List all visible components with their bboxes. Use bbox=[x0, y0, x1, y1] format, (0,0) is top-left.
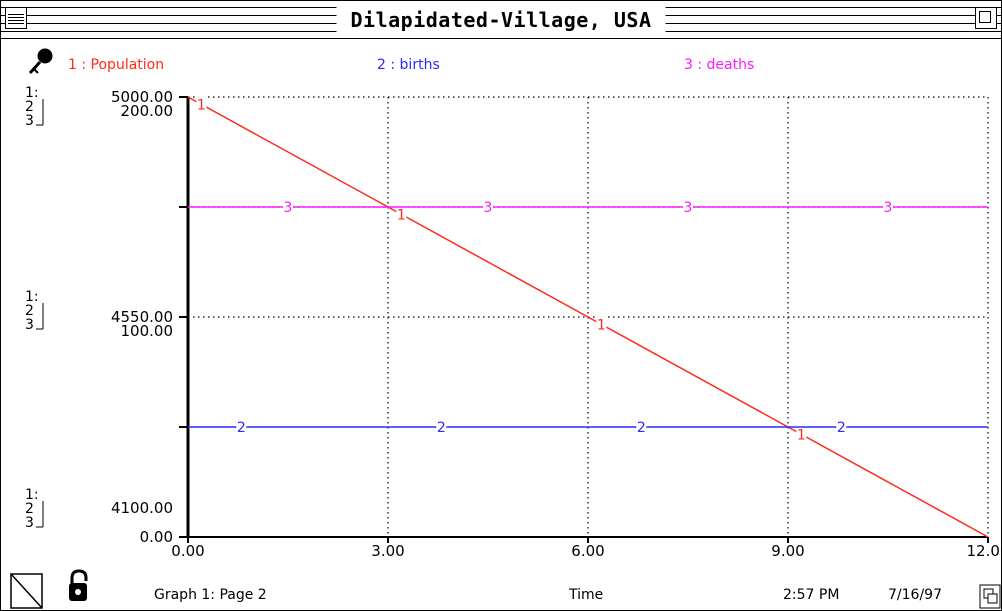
lock-icon[interactable] bbox=[69, 569, 88, 601]
series-marker-bg bbox=[483, 199, 493, 215]
x-tick-label: 9.00 bbox=[771, 542, 804, 560]
x-axis-title: Time bbox=[568, 587, 603, 603]
series-marker-3: 3 bbox=[484, 200, 493, 216]
page-corner-icon[interactable] bbox=[10, 573, 43, 609]
scale-identifier-bottom: 1:23 bbox=[25, 487, 44, 531]
series-marker-2: 2 bbox=[237, 420, 246, 436]
series-marker-1: 1 bbox=[597, 317, 606, 333]
timestamp-date: 7/16/97 bbox=[888, 587, 942, 603]
svg-text:3: 3 bbox=[25, 317, 34, 333]
series-marker-bg bbox=[436, 419, 447, 435]
graph-area: 1 : Population 2 : births 3 : deaths 1:2… bbox=[10, 48, 1001, 609]
close-box-button[interactable] bbox=[5, 7, 27, 29]
series-line-population bbox=[187, 96, 989, 538]
resize-box-icon[interactable] bbox=[979, 584, 1001, 609]
chart-axes bbox=[179, 96, 989, 543]
legend-births: 2 : births bbox=[377, 57, 440, 73]
series-marker-2: 2 bbox=[837, 420, 846, 436]
svg-text:1:: 1: bbox=[25, 487, 39, 503]
footer-bar: Graph 1: Page 2 Time 2:57 PM 7/16/97 bbox=[10, 569, 1001, 609]
series-marker-bg bbox=[396, 206, 407, 223]
series-marker-3: 3 bbox=[284, 200, 293, 216]
svg-text:3: 3 bbox=[25, 515, 34, 531]
svg-text:2: 2 bbox=[25, 303, 34, 319]
series-marker-bg bbox=[196, 96, 207, 113]
series-marker-3: 3 bbox=[684, 200, 693, 216]
x-tick-label: 12.00 bbox=[967, 542, 1001, 560]
y-tick-label-rates: 200.00 bbox=[121, 102, 174, 120]
series-marker-bg bbox=[596, 316, 607, 333]
legend-population: 1 : Population bbox=[68, 57, 164, 73]
series-marker-bg bbox=[836, 419, 847, 435]
series-marker-bg bbox=[236, 419, 247, 435]
scale-identifier-top: 1:23 bbox=[25, 85, 44, 129]
series-marker-2: 2 bbox=[637, 420, 646, 436]
x-tick-label: 6.00 bbox=[571, 542, 604, 560]
page-label: Graph 1: Page 2 bbox=[154, 587, 267, 603]
svg-text:3: 3 bbox=[25, 113, 34, 129]
y-tick-label-population: 4550.00 bbox=[111, 308, 173, 326]
svg-text:2: 2 bbox=[25, 99, 34, 115]
window-title: Dilapidated-Village, USA bbox=[336, 6, 666, 34]
series-marker-1: 1 bbox=[797, 427, 806, 443]
series-marker-bg bbox=[283, 199, 293, 215]
svg-text:1:: 1: bbox=[25, 85, 39, 101]
x-axis-tick-labels: 0.00 3.00 6.00 9.00 12.00 bbox=[171, 542, 1001, 560]
y-tick-label-population: 4100.00 bbox=[111, 499, 173, 517]
zoom-box-button[interactable] bbox=[975, 7, 997, 29]
legend-deaths: 3 : deaths bbox=[684, 57, 754, 73]
series-marker-bg bbox=[796, 426, 807, 443]
chart-series: 1 1 1 1 2 2 2 2 3 3 3 3 bbox=[187, 96, 989, 538]
x-tick-label: 3.00 bbox=[371, 542, 404, 560]
series-marker-1: 1 bbox=[197, 97, 206, 113]
series-marker-2: 2 bbox=[437, 420, 446, 436]
y-tick-label-rates: 0.00 bbox=[140, 528, 173, 546]
svg-text:2: 2 bbox=[25, 501, 34, 517]
series-marker-bg bbox=[683, 199, 693, 215]
key-icon[interactable] bbox=[28, 48, 53, 75]
series-marker-bg bbox=[883, 199, 893, 215]
y-tick-label-rates: 100.00 bbox=[121, 322, 174, 340]
title-bar[interactable]: Dilapidated-Village, USA bbox=[1, 1, 1001, 39]
y-tick-label-population: 5000.00 bbox=[111, 88, 173, 106]
scale-identifier-middle: 1:23 bbox=[25, 289, 44, 333]
series-marker-1: 1 bbox=[397, 207, 406, 223]
x-tick-label: 0.00 bbox=[171, 542, 204, 560]
series-marker-bg bbox=[636, 419, 647, 435]
series-marker-3: 3 bbox=[884, 200, 893, 216]
svg-text:1:: 1: bbox=[25, 289, 39, 305]
timestamp-time: 2:57 PM bbox=[783, 587, 839, 603]
